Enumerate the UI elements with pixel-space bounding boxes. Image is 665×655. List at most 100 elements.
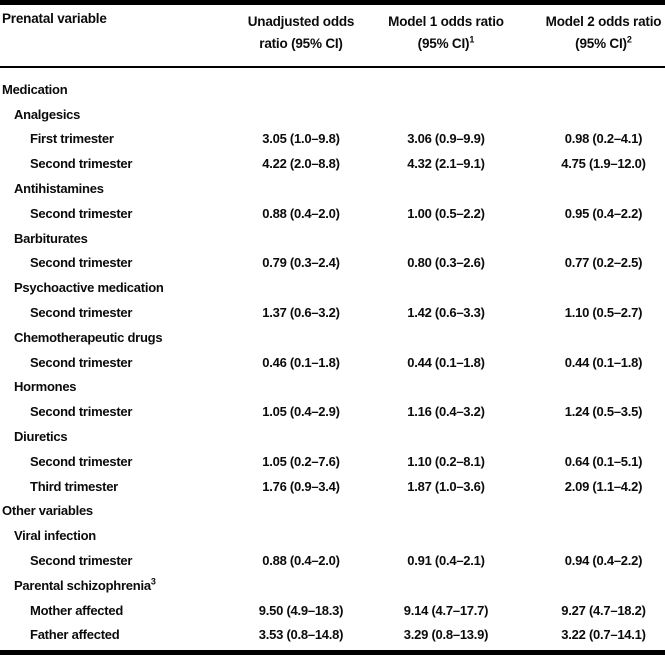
row-label: Second trimester <box>30 404 133 420</box>
table-row: Second trimester 4.22 (2.0–8.8) 4.32 (2.1–… <box>0 151 665 176</box>
header-line: ratio (95% CI) <box>259 36 343 51</box>
odds-ratio-value: 1.00 (0.5–2.2) <box>407 205 485 221</box>
row-label: Psychoactive medication <box>14 280 164 296</box>
odds-ratio-value: 0.95 (0.4–2.2) <box>564 205 643 221</box>
odds-ratio-value: 9.50 (4.9–18.3) <box>258 602 344 618</box>
header-line: Model 2 odds ratio <box>545 14 662 29</box>
row-label: First trimester <box>30 131 114 147</box>
odds-ratio-value: 0.79 (0.3–2.4) <box>262 255 340 271</box>
odds-ratio-value: 4.32 (2.1–9.1) <box>407 156 485 172</box>
odds-ratio-value: 1.76 (0.9–3.4) <box>262 478 340 494</box>
odds-ratio-value: 2.09 (1.1–4.2) <box>564 478 643 494</box>
odds-ratio-value: 0.91 (0.4–2.1) <box>407 553 485 569</box>
row-label: Viral infection <box>14 528 96 544</box>
odds-ratio-value: 3.29 (0.8–13.9) <box>403 627 489 643</box>
odds-ratio-value: 9.27 (4.7–18.2) <box>561 602 646 618</box>
row-label: Second trimester <box>30 205 133 221</box>
header-line: (95% CI)2 <box>542 33 665 55</box>
odds-ratio-value: 3.22 (0.7–14.1) <box>561 627 646 643</box>
table-row: Second trimester 0.46 (0.1–1.8) 0.44 (0.1–… <box>0 350 665 375</box>
table-row: Medication <box>0 77 665 102</box>
table-row: Mother affected 9.50 (4.9–18.3) 9.14 (4.7–… <box>0 598 665 623</box>
row-label: Parental schizophrenia3 <box>14 576 156 593</box>
header-ci-text: (95% CI) <box>417 36 470 51</box>
table-row: Other variables <box>0 499 665 524</box>
row-label: Mother affected <box>30 602 124 618</box>
odds-ratio-value: 0.88 (0.4–2.0) <box>262 205 340 221</box>
odds-ratio-value: 3.06 (0.9–9.9) <box>407 131 485 147</box>
odds-ratio-value: 0.77 (0.2–2.5) <box>564 255 643 271</box>
table-row: Second trimester 1.37 (0.6–3.2) 1.42 (0.6–… <box>0 300 665 325</box>
table-body: Medication Analgesics First trimester 3.05 … <box>0 68 665 647</box>
table-row: First trimester 3.05 (1.0–9.8) 3.06 (0.9–9… <box>0 127 665 152</box>
odds-ratio-value: 0.44 (0.1–1.8) <box>564 354 643 370</box>
odds-ratio-value: 1.87 (1.0–3.6) <box>407 478 485 494</box>
odds-ratio-value: 0.64 (0.1–5.1) <box>564 453 643 469</box>
row-label: Second trimester <box>30 255 133 271</box>
odds-ratio-value: 0.88 (0.4–2.0) <box>262 553 340 569</box>
header-line: (95% CI)1 <box>362 33 530 55</box>
odds-ratio-value: 0.80 (0.3–2.6) <box>407 255 485 271</box>
odds-ratio-value: 4.22 (2.0–8.8) <box>262 156 340 172</box>
table-row: Second trimester 0.88 (0.4–2.0) 1.00 (0.5–… <box>0 201 665 226</box>
table-row: Hormones <box>0 375 665 400</box>
footnote-marker-1: 1 <box>469 34 475 45</box>
column-header-model2-odds-ratio: Model 2 odds ratio (95% CI)2 <box>530 11 665 55</box>
row-label: Second trimester <box>30 305 133 321</box>
table-row: Psychoactive medication <box>0 275 665 300</box>
row-label: Father affected <box>30 627 120 643</box>
row-label: Barbiturates <box>14 230 88 246</box>
odds-ratio-value: 0.44 (0.1–1.8) <box>407 354 485 370</box>
odds-ratio-value: 1.10 (0.2–8.1) <box>407 453 485 469</box>
odds-ratio-value: 4.75 (1.9–12.0) <box>561 156 646 172</box>
row-label: Diuretics <box>14 429 68 445</box>
table-row: Third trimester 1.76 (0.9–3.4) 1.87 (1.0–3… <box>0 474 665 499</box>
odds-ratio-value: 1.24 (0.5–3.5) <box>564 404 643 420</box>
column-header-unadjusted-odds-ratio: Unadjusted odds ratio (95% CI) <box>240 11 362 55</box>
header-ci-text: (95% CI) <box>575 36 627 51</box>
odds-ratio-value: 1.05 (0.4–2.9) <box>262 404 340 420</box>
table-row: Parental schizophrenia3 <box>0 573 665 598</box>
odds-ratio-value: 9.14 (4.7–17.7) <box>403 602 489 618</box>
table-row: Second trimester 0.88 (0.4–2.0) 0.91 (0.4–… <box>0 548 665 573</box>
odds-ratio-value: 1.10 (0.5–2.7) <box>564 305 643 321</box>
table-row: Viral infection <box>0 523 665 548</box>
row-label: Other variables <box>2 503 93 519</box>
row-label: Third trimester <box>30 478 118 494</box>
column-header-prenatal-variable: Prenatal variable <box>2 11 107 26</box>
row-label: Medication <box>2 81 68 97</box>
odds-ratio-value: 1.16 (0.4–3.2) <box>407 404 485 420</box>
table-row: Barbiturates <box>0 226 665 251</box>
row-label: Hormones <box>14 379 77 395</box>
table-row: Second trimester 1.05 (0.2–7.6) 1.10 (0.2–… <box>0 449 665 474</box>
odds-ratio-value: 0.94 (0.4–2.2) <box>564 553 643 569</box>
table-row: Antihistamines <box>0 176 665 201</box>
row-label: Second trimester <box>30 156 133 172</box>
odds-ratio-value: 1.05 (0.2–7.6) <box>262 453 340 469</box>
table-row: Second trimester 0.79 (0.3–2.4) 0.80 (0.3–… <box>0 251 665 276</box>
table-header: Prenatal variable Unadjusted odds ratio … <box>0 5 665 68</box>
row-label: Chemotherapeutic drugs <box>14 329 163 345</box>
row-label: Second trimester <box>30 453 133 469</box>
table-row: Second trimester 1.05 (0.4–2.9) 1.16 (0.4–… <box>0 399 665 424</box>
row-label: Second trimester <box>30 354 133 370</box>
odds-ratio-value: 1.42 (0.6–3.3) <box>407 305 485 321</box>
row-label: Analgesics <box>14 106 81 122</box>
odds-ratio-value: 1.37 (0.6–3.2) <box>262 305 340 321</box>
table-row: Diuretics <box>0 424 665 449</box>
odds-ratio-value: 3.05 (1.0–9.8) <box>262 131 340 147</box>
table-row: Father affected 3.53 (0.8–14.8) 3.29 (0.8–… <box>0 623 665 648</box>
row-label: Antihistamines <box>14 181 104 197</box>
odds-ratio-value: 0.98 (0.2–4.1) <box>564 131 643 147</box>
odds-ratio-value: 0.46 (0.1–1.8) <box>262 354 340 370</box>
footnote-marker-3: 3 <box>150 576 156 587</box>
column-header-model1-odds-ratio: Model 1 odds ratio (95% CI)1 <box>362 11 530 55</box>
table-row: Chemotherapeutic drugs <box>0 325 665 350</box>
header-line: Model 1 odds ratio <box>388 14 504 29</box>
odds-ratio-value: 3.53 (0.8–14.8) <box>258 627 344 643</box>
row-label: Second trimester <box>30 553 133 569</box>
footnote-marker-2: 2 <box>626 34 632 45</box>
header-line: Unadjusted odds <box>247 14 355 29</box>
table-row: Analgesics <box>0 102 665 127</box>
